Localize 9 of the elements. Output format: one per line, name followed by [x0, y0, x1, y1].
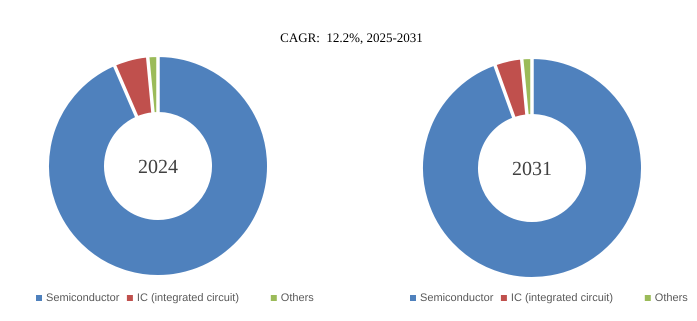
legend-label: Semiconductor: [420, 292, 494, 304]
text: CAGR: 12.2%, 2025-2031: [280, 30, 423, 45]
text: 2031: [512, 158, 552, 180]
text: 2024: [138, 156, 178, 178]
legend-label: IC (integrated circuit): [136, 292, 239, 304]
legend-label: Semiconductor: [46, 292, 120, 304]
legend-label: IC (integrated circuit): [510, 292, 613, 304]
legend-label: Others: [280, 292, 314, 304]
legend-label: Others: [654, 292, 688, 304]
